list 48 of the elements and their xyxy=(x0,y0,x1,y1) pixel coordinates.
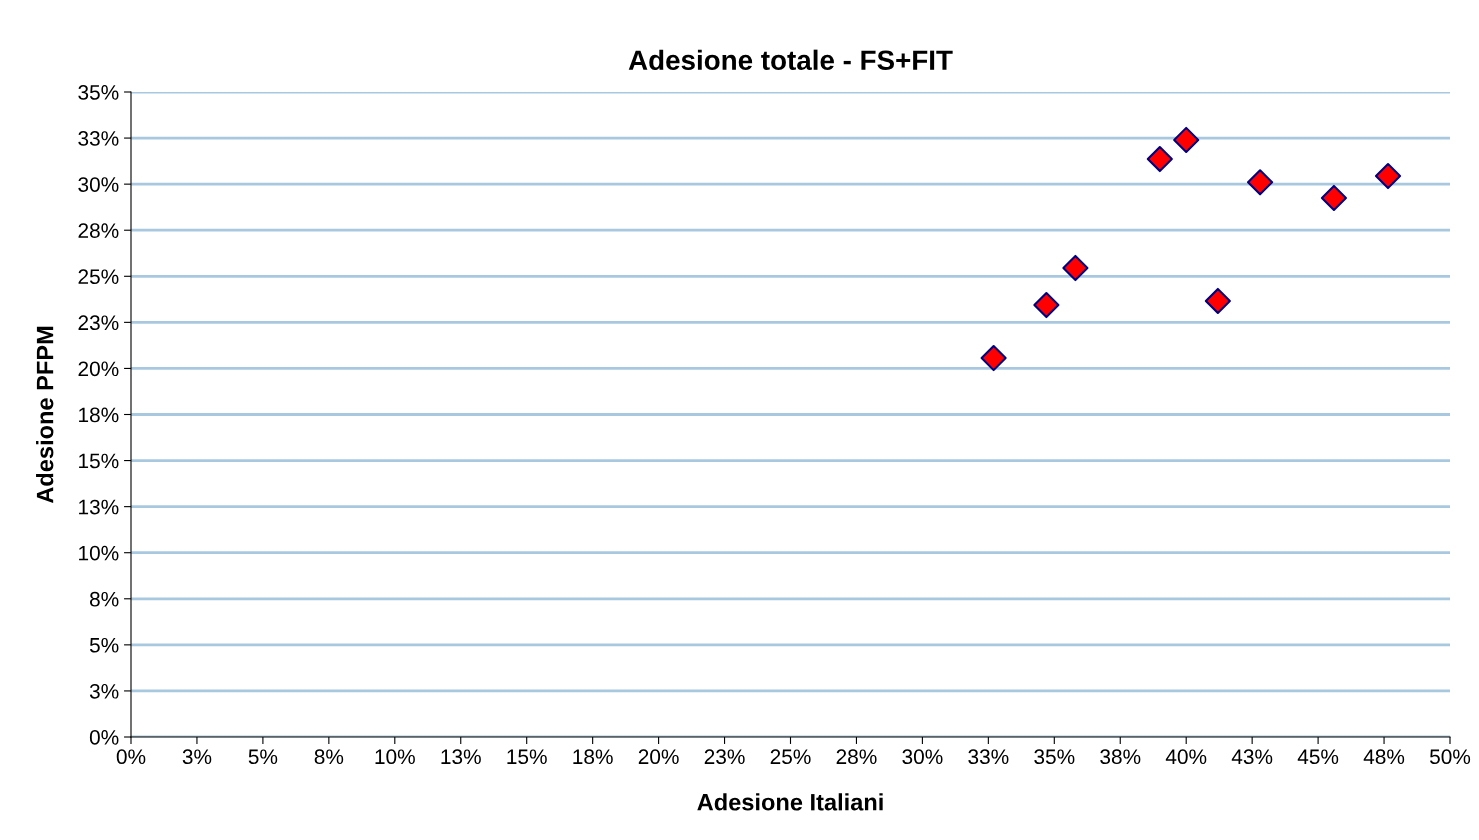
point xyxy=(1247,169,1274,196)
y-tick-label: 25% xyxy=(78,269,119,285)
x-tick-label: 38% xyxy=(1100,749,1141,765)
y-tick-label: 28% xyxy=(78,223,119,238)
point xyxy=(1146,146,1173,173)
x-tick-label: 45% xyxy=(1297,749,1339,765)
y-tick-label: 8% xyxy=(89,591,119,607)
x-tick-label: 43% xyxy=(1231,749,1273,765)
x-tick-label: 3% xyxy=(182,749,212,765)
point xyxy=(980,345,1007,372)
y-tick-label: 20% xyxy=(78,361,119,377)
x-axis-title: Adesione Italiani xyxy=(697,793,883,811)
y-tick-label: 23% xyxy=(78,315,119,331)
y-tick-label: 5% xyxy=(89,637,119,653)
x-tick-label: 28% xyxy=(836,749,877,765)
point xyxy=(1173,126,1200,153)
x-tick-label: 20% xyxy=(638,749,679,765)
x-tick-label: 50% xyxy=(1429,749,1471,765)
point xyxy=(1062,254,1089,282)
x-tick-label: 18% xyxy=(573,749,613,765)
x-tick-label: 35% xyxy=(1034,749,1075,765)
y-tick-label: 33% xyxy=(78,131,119,146)
chart-title: Adesione totale - FS+FIT xyxy=(628,49,953,71)
x-tick-label: 30% xyxy=(902,749,943,765)
y-tick-label: 3% xyxy=(89,683,119,699)
x-tick-label: 40% xyxy=(1165,749,1207,765)
x-tick-label: 23% xyxy=(704,749,745,765)
x-tick-label: 0% xyxy=(116,749,146,765)
y-tick-label: 15% xyxy=(79,453,119,469)
x-tick-label: 10% xyxy=(375,749,415,765)
y-tick-label: 0% xyxy=(89,730,119,745)
y-tick-label: 18% xyxy=(79,407,119,423)
y-tick-label: 35% xyxy=(78,85,119,100)
y-tick-label: 10% xyxy=(79,545,119,561)
x-tick-label: 48% xyxy=(1363,749,1405,765)
y-axis-title: Adesione PFPM xyxy=(36,326,54,504)
y-tick-label: 30% xyxy=(78,177,119,192)
x-tick-label: 13% xyxy=(441,749,481,765)
x-tick-label: 5% xyxy=(248,749,278,765)
x-tick-label: 25% xyxy=(770,749,811,765)
point xyxy=(1033,291,1060,319)
y-tick-label: 13% xyxy=(79,499,119,515)
x-tick-label: 8% xyxy=(314,749,344,765)
point xyxy=(1320,184,1347,212)
x-tick-label: 15% xyxy=(507,749,547,765)
point xyxy=(1374,162,1402,190)
x-tick-label: 33% xyxy=(968,749,1009,765)
point xyxy=(1204,287,1231,315)
